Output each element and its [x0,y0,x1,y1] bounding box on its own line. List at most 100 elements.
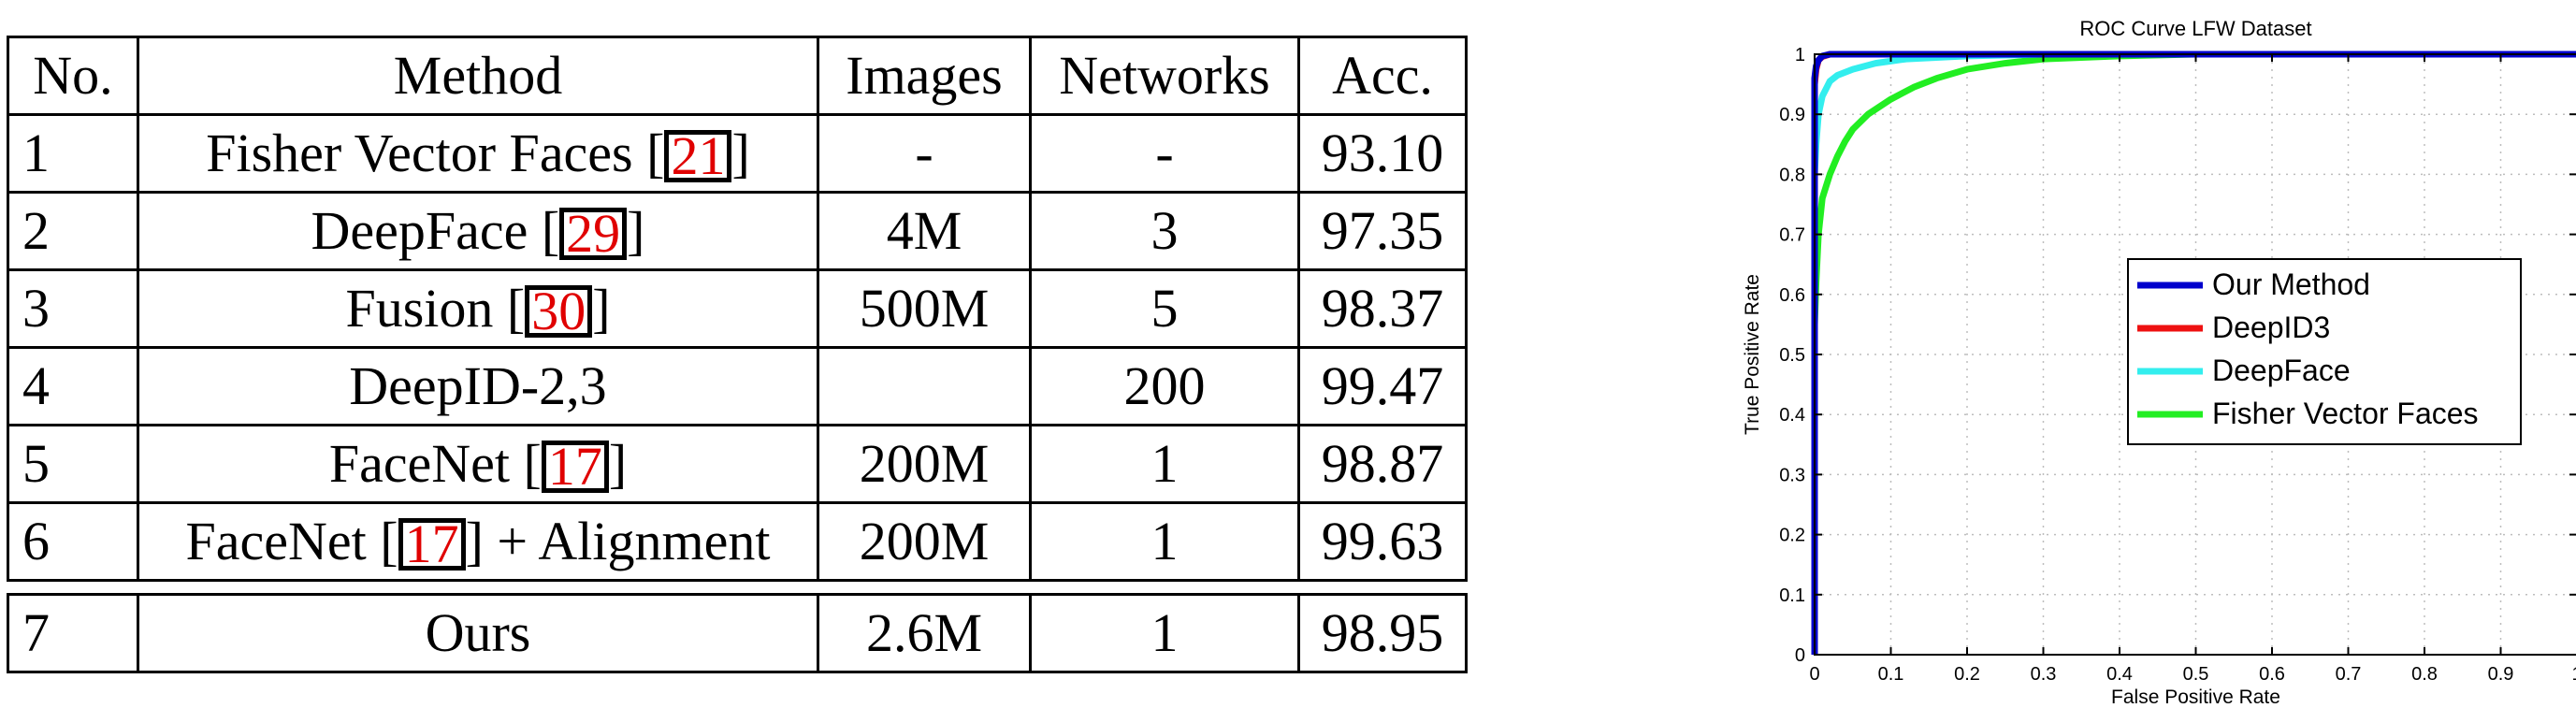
x-tick-label: 0.3 [2031,664,2057,685]
citation-link[interactable]: 29 [559,206,628,260]
cell-no: 1 [7,113,139,194]
cell-networks: 1 [1029,424,1300,504]
cell-no: 4 [7,346,139,426]
cell-method: FaceNet [17] + Alignment [137,501,819,582]
table-separator-cell [7,579,1467,596]
y-tick-label: 0.6 [1779,285,1805,306]
cell-networks: 200 [1029,346,1300,426]
citation-link[interactable]: 17 [541,439,609,493]
chart-title: ROC Curve LFW Dataset [2079,17,2311,40]
table-row: 7 Ours 2.6M 1 98.95 [7,593,1468,673]
cell-method: FaceNet [17] [137,424,819,504]
cell-method: DeepID-2,3 [137,346,819,426]
cell-no: 2 [7,191,139,271]
cell-acc: 93.10 [1297,113,1468,194]
table-body: 1 Fisher Vector Faces [21] - -93.10 2 DeepFac… [7,113,1468,673]
axis-ticks: 0 0.1 0.2 0.3 0.4 0.5 0.6 0.7 0.8 0.9 1 0 0.1 0.2 0.3 0… [1779,45,2576,685]
y-tick-label: 1 [1795,45,1805,65]
x-tick-label: 0.7 [2336,664,2362,685]
cell-method: DeepFace [29] [137,191,819,271]
y-axis-label: True Positive Rate [1742,274,1763,435]
method-name: FaceNet [ [328,433,542,494]
cell-acc: 98.37 [1297,268,1468,349]
method-name-suffix: ] [627,200,645,261]
x-tick-label: 1 [2571,664,2576,685]
cell-method: Ours [137,593,819,673]
cell-networks: 1 [1029,501,1300,582]
method-name-suffix: ] [592,278,611,339]
cell-networks: 1 [1029,593,1300,673]
y-tick-label: 0.3 [1779,465,1805,485]
table-row: 5 FaceNet [17] 200M 1 98.87 [7,424,1468,504]
cell-networks: 5 [1029,268,1300,349]
cell-acc: 98.95 [1297,593,1468,673]
table-header-row: No. Method Images Networks Acc. [7,36,1468,116]
cell-acc: 99.63 [1297,501,1468,582]
cell-no: 3 [7,268,139,349]
citation-link[interactable]: 21 [664,128,732,182]
table-row: 4 DeepID-2,3 200 99.47 [7,346,1468,426]
method-name: FaceNet [ [185,511,398,571]
method-name: Ours [425,602,531,663]
cell-networks: 3 [1029,191,1300,271]
roc-chart: ROC Curve LFW Dataset 0 0.1 0.2 0.3 0.4 0.5 0.… [1742,17,2576,708]
cell-method: Fusion [30] [137,268,819,349]
citation-link[interactable]: 17 [398,516,466,571]
x-tick-label: 0.8 [2411,664,2438,685]
table-separator [7,579,1467,596]
cell-acc: 99.47 [1297,346,1468,426]
cell-networks: - [1029,113,1300,194]
method-name: Fusion [ [345,278,526,339]
x-tick-label: 0.4 [2106,664,2133,685]
cell-acc: 97.35 [1297,191,1468,271]
y-tick-label: 0.8 [1779,165,1805,185]
chart-legend: Our Method DeepID3 DeepFace Fisher Vector F… [2127,258,2522,445]
cell-no: 6 [7,501,139,582]
x-tick-label: 0 [1809,664,1819,685]
y-tick-label: 0.4 [1779,405,1805,426]
x-tick-label: 0.1 [1878,664,1904,685]
legend-entry: Fisher Vector Faces [2212,397,2479,430]
y-tick-label: 0.1 [1779,585,1805,606]
cell-no: 5 [7,424,139,504]
method-name: DeepID-2,3 [349,355,607,416]
cell-method: Fisher Vector Faces [21] [137,113,819,194]
cell-no: 7 [7,593,139,673]
cell-images: 2.6M [817,593,1032,673]
cell-images [817,346,1032,426]
x-axis-label: False Positive Rate [2111,686,2280,708]
header-images: Images [817,36,1032,116]
table-row: 6 FaceNet [17] + Alignment 200M 1 99.63 [7,501,1468,582]
y-tick-label: 0 [1795,645,1805,666]
cell-images: 500M [817,268,1032,349]
table-row: 2 DeepFace [29] 4M 3 97.35 [7,191,1468,271]
y-tick-label: 0.9 [1779,105,1805,125]
y-tick-label: 0.2 [1779,526,1805,546]
header-method: Method [137,36,819,116]
cell-images: 200M [817,424,1032,504]
cell-acc: 98.87 [1297,424,1468,504]
legend-entry: DeepID3 [2212,311,2330,344]
legend-entry: DeepFace [2212,354,2351,387]
method-name: Fisher Vector Faces [ [206,123,665,183]
x-tick-label: 0.6 [2259,664,2285,685]
legend-entry: Our Method [2212,267,2370,301]
y-tick-label: 0.5 [1779,345,1805,366]
y-tick-label: 0.7 [1779,225,1805,246]
citation-link[interactable]: 30 [525,283,593,338]
table-row: 1 Fisher Vector Faces [21] - -93.10 [7,113,1468,194]
method-name-suffix: ] + Alignment [465,511,771,571]
x-tick-label: 0.2 [1954,664,1980,685]
table-row: 3 Fusion [30] 500M 5 98.37 [7,268,1468,349]
cell-images: 200M [817,501,1032,582]
header-acc: Acc. [1297,36,1468,116]
x-tick-label: 0.5 [2183,664,2209,685]
cell-images: 4M [817,191,1032,271]
cell-images: - [817,113,1032,194]
x-tick-label: 0.9 [2488,664,2514,685]
header-networks: Networks [1029,36,1300,116]
results-table: No. Method Images Networks Acc. 1 Fisher … [7,36,1468,673]
header-no: No. [7,36,139,116]
method-name-suffix: ] [608,433,628,494]
method-name-suffix: ] [731,123,750,183]
